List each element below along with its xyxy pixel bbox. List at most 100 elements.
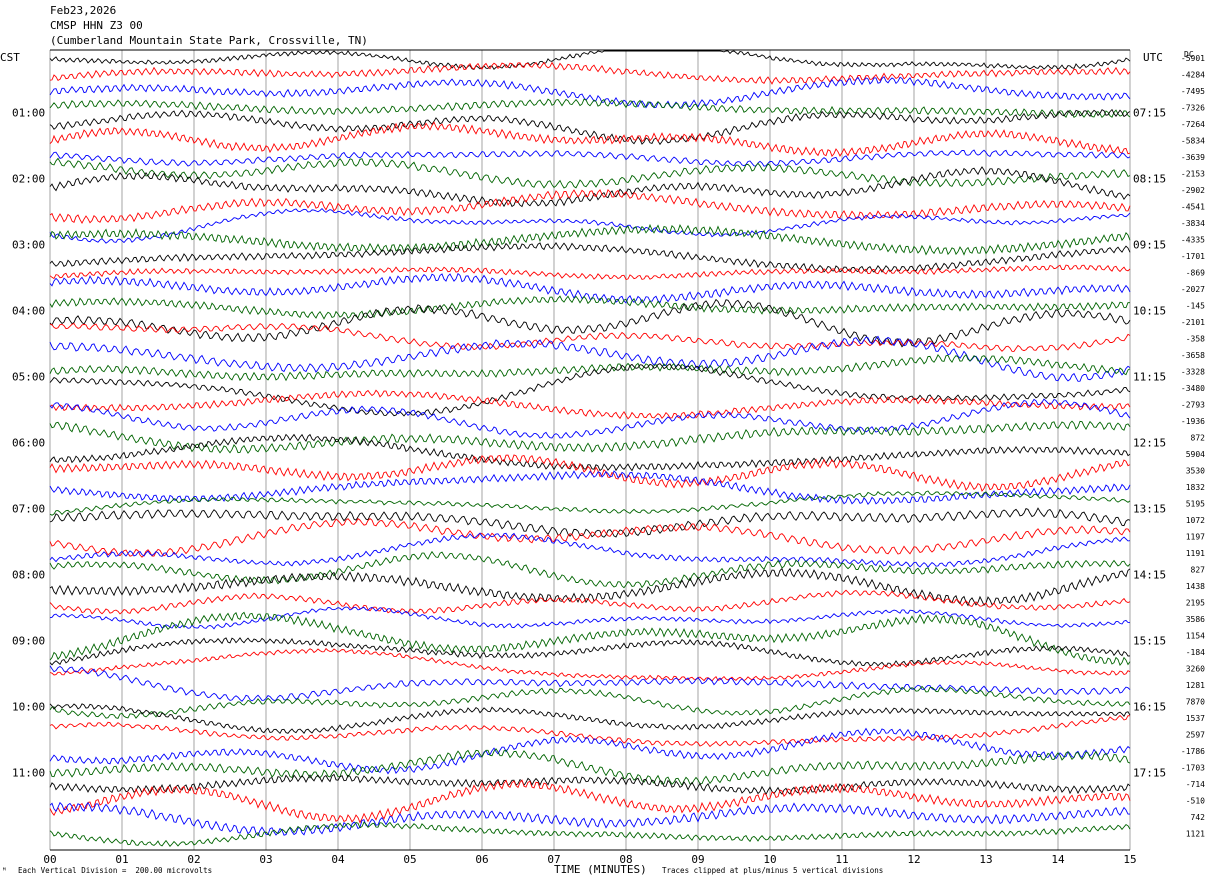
dc-offset-label: -7326 [1181,104,1205,113]
seismic-trace [49,727,1131,775]
dc-offset-label: -3328 [1181,368,1205,377]
seismic-trace [49,353,1131,382]
dc-offset-label: 5195 [1186,500,1205,509]
seismic-trace [49,606,1131,630]
dc-offset-label: -714 [1186,780,1205,789]
dc-offset-label: -1703 [1181,764,1205,773]
dc-offset-label: -7495 [1181,87,1205,96]
dc-offset-label: -1936 [1181,417,1205,426]
seismic-trace [49,389,1131,420]
x-tick-label: 01 [115,853,128,866]
seismic-trace [49,121,1131,157]
dc-offset-label: -5834 [1181,137,1205,146]
seismic-trace [49,433,1131,472]
dc-offset-label: -7264 [1181,120,1205,129]
seismic-trace [49,647,1131,682]
dc-offset-label: -510 [1186,797,1205,806]
seismic-trace [49,295,1131,320]
dc-offset-label: -4284 [1181,71,1205,80]
dc-offset-label: 2597 [1186,731,1205,740]
seismic-trace [49,398,1131,439]
seismic-trace [49,507,1131,538]
seismic-trace [49,518,1131,558]
right-zone-label: UTC [1143,51,1163,64]
x-tick-label: 13 [979,853,992,866]
x-tick-label: 06 [475,853,488,866]
footer-mark: ᴹ [2,866,7,875]
axis-labels: 00 01 02 03 04 05 06 07 08 09 10 11 12 13 14 15 01:00 07:… [12,54,1205,866]
dc-offset-label: -2153 [1181,170,1205,179]
dc-offset-label: 1281 [1186,681,1205,690]
seismic-trace [49,821,1131,848]
seismic-trace [49,363,1131,417]
seismic-trace [49,779,1131,824]
seismic-trace [49,611,1131,666]
left-time-label: 11:00 [12,766,45,779]
seismic-trace [49,188,1131,225]
seismic-trace [49,298,1131,348]
x-tick-label: 03 [259,853,272,866]
dc-offset-label: 1438 [1186,582,1205,591]
dc-offset-label: -358 [1186,335,1205,344]
right-time-label: 07:15 [1133,107,1166,120]
footer-scale: Each Vertical Division = 200.00 microvol… [18,866,213,875]
left-time-label: 04:00 [12,305,45,318]
seismic-trace [49,490,1131,516]
dc-offset-label: -3480 [1181,384,1205,393]
seismic-trace [49,470,1131,506]
right-time-label: 17:15 [1133,766,1166,779]
dc-offset-label: 742 [1191,813,1206,822]
dc-offset-label: -3834 [1181,219,1205,228]
seismic-trace [49,335,1131,382]
seismic-trace [49,773,1131,796]
x-axis-title: TIME (MINUTES) [554,863,647,876]
dc-offset-label: 1537 [1186,714,1205,723]
seismic-trace [49,801,1130,837]
seismic-trace [49,748,1131,787]
dc-offset-label: -2101 [1181,318,1205,327]
dc-offset-label: -4541 [1181,203,1205,212]
left-time-label: 08:00 [12,569,45,582]
left-zone-label: CST [0,51,20,64]
right-time-label: 10:15 [1133,305,1166,318]
dc-offset-label: -3639 [1181,153,1205,162]
left-time-label: 01:00 [12,107,45,120]
header-station: CMSP HHN Z3 00 [50,19,143,32]
footer-clip: Traces clipped at plus/minus 5 vertical … [662,866,884,875]
left-time-label: 05:00 [12,371,45,384]
right-time-label: 12:15 [1133,437,1166,450]
dc-offset-label: 827 [1191,566,1206,575]
x-tick-label: 12 [907,853,920,866]
seismic-trace [49,322,1131,352]
seismic-trace [49,685,1131,719]
left-time-label: 02:00 [12,173,45,186]
seismic-trace [49,76,1131,109]
seismic-trace [49,703,1131,735]
x-tick-label: 02 [187,853,200,866]
x-tick-label: 07 [547,853,560,866]
seismic-trace [49,108,1131,146]
dc-offset-label: 3260 [1186,665,1205,674]
x-tick-label: 08 [619,853,632,866]
dc-offset-label: 3530 [1186,467,1205,476]
dc-offset-label: 1191 [1186,549,1205,558]
right-time-label: 11:15 [1133,371,1166,384]
left-time-label: 03:00 [12,239,45,252]
left-time-label: 10:00 [12,700,45,713]
dc-offset-label: 2195 [1186,599,1205,608]
dc-offset-label: 1154 [1186,632,1205,641]
dc-offset-label: 3586 [1186,615,1205,624]
seismic-trace [49,532,1131,568]
seismic-trace [49,550,1131,589]
dc-offset-label: 1197 [1186,533,1205,542]
seismic-trace [49,264,1131,281]
left-time-label: 09:00 [12,635,45,648]
seismic-trace [49,157,1131,189]
dc-offset-label: -145 [1186,302,1205,311]
dc-offset-label: -1786 [1181,747,1205,756]
seismic-trace [49,207,1131,244]
dc-offset-label: -5901 [1181,54,1205,63]
right-time-label: 14:15 [1133,569,1166,582]
x-tick-label: 11 [835,853,848,866]
